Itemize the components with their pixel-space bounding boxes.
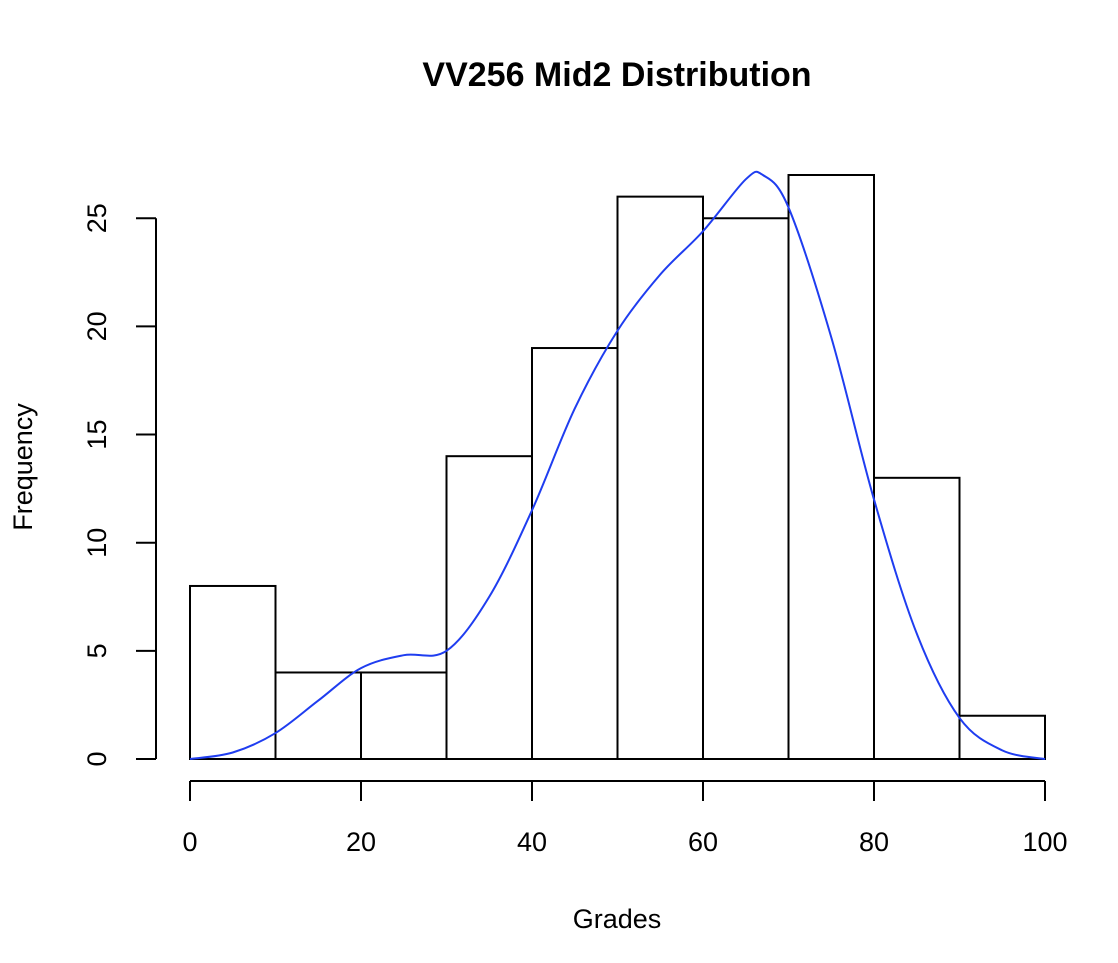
chart-title: VV256 Mid2 Distribution xyxy=(422,56,811,94)
density-curve-layer xyxy=(189,170,1046,760)
y-axis-label: Frequency xyxy=(8,403,38,531)
y-axis: 0 5 10 15 20 25 xyxy=(82,203,157,767)
y-tick-label-5: 25 xyxy=(82,203,112,233)
y-tick-label-4: 20 xyxy=(82,311,112,341)
x-tick-label-4: 80 xyxy=(859,827,889,857)
y-tick-label-2: 10 xyxy=(82,528,112,558)
histogram-bar-9 xyxy=(958,714,1046,760)
histogram-bar-0 xyxy=(189,584,277,760)
histogram-bar-8 xyxy=(873,476,961,760)
x-tick-label-0: 0 xyxy=(182,827,197,857)
x-tick-label-5: 100 xyxy=(1022,827,1067,857)
histogram-bar-3 xyxy=(445,455,533,760)
histogram-bar-2 xyxy=(360,671,448,761)
x-tick-label-3: 60 xyxy=(688,827,718,857)
bars-layer xyxy=(189,174,1046,761)
histogram-bar-1 xyxy=(274,671,362,761)
histogram-bar-7 xyxy=(787,174,875,760)
density-curve xyxy=(189,170,1046,760)
y-tick-label-1: 5 xyxy=(82,643,112,658)
y-tick-label-3: 15 xyxy=(82,420,112,450)
x-axis: 0 20 40 60 80 100 xyxy=(182,780,1068,857)
histogram-bar-4 xyxy=(531,347,619,760)
y-tick-label-0: 0 xyxy=(82,751,112,766)
x-tick-label-1: 20 xyxy=(346,827,376,857)
x-tick-label-2: 40 xyxy=(517,827,547,857)
histogram-bar-5 xyxy=(616,195,704,760)
histogram-bar-6 xyxy=(702,217,790,760)
x-axis-label: Grades xyxy=(573,904,662,934)
